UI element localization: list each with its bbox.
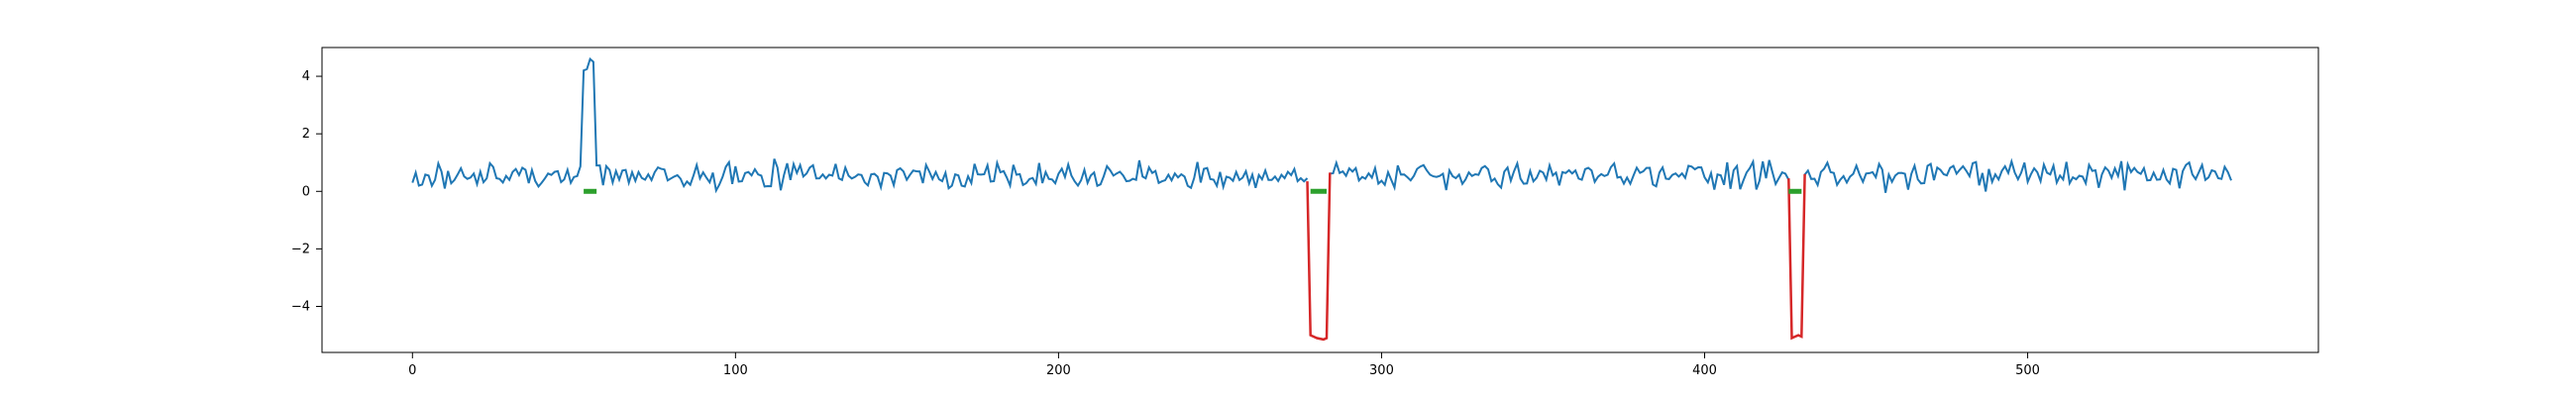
- x-axis: 0 100 200 300 400 500: [408, 352, 2040, 378]
- series-line-main-0: [411, 56, 1309, 194]
- axes-frame: [321, 47, 2319, 353]
- x-tick-label-2: 200: [1046, 363, 1071, 378]
- y-tick-label-2: 0: [302, 184, 310, 199]
- x-tick-label-3: 300: [1369, 363, 1394, 378]
- plot-area: [322, 48, 2318, 352]
- series-line-dip-0: [1306, 172, 1332, 342]
- series-line-main-1: [1330, 158, 1790, 192]
- series-layer: [411, 56, 2232, 342]
- y-tick-label-1: −2: [291, 242, 310, 256]
- y-tick-label-3: 2: [302, 127, 310, 142]
- x-tick-label-5: 500: [2015, 363, 2040, 378]
- y-axis: −4 −2 0 2 4: [291, 69, 322, 315]
- series-line-main-2: [1803, 157, 2232, 193]
- series-line-dip-1: [1787, 173, 1806, 341]
- x-tick-label-1: 100: [723, 363, 748, 378]
- x-tick-label-0: 0: [408, 363, 416, 378]
- y-tick-label-0: −4: [291, 300, 310, 315]
- y-tick-label-4: 4: [302, 69, 310, 84]
- x-tick-label-4: 400: [1692, 363, 1717, 378]
